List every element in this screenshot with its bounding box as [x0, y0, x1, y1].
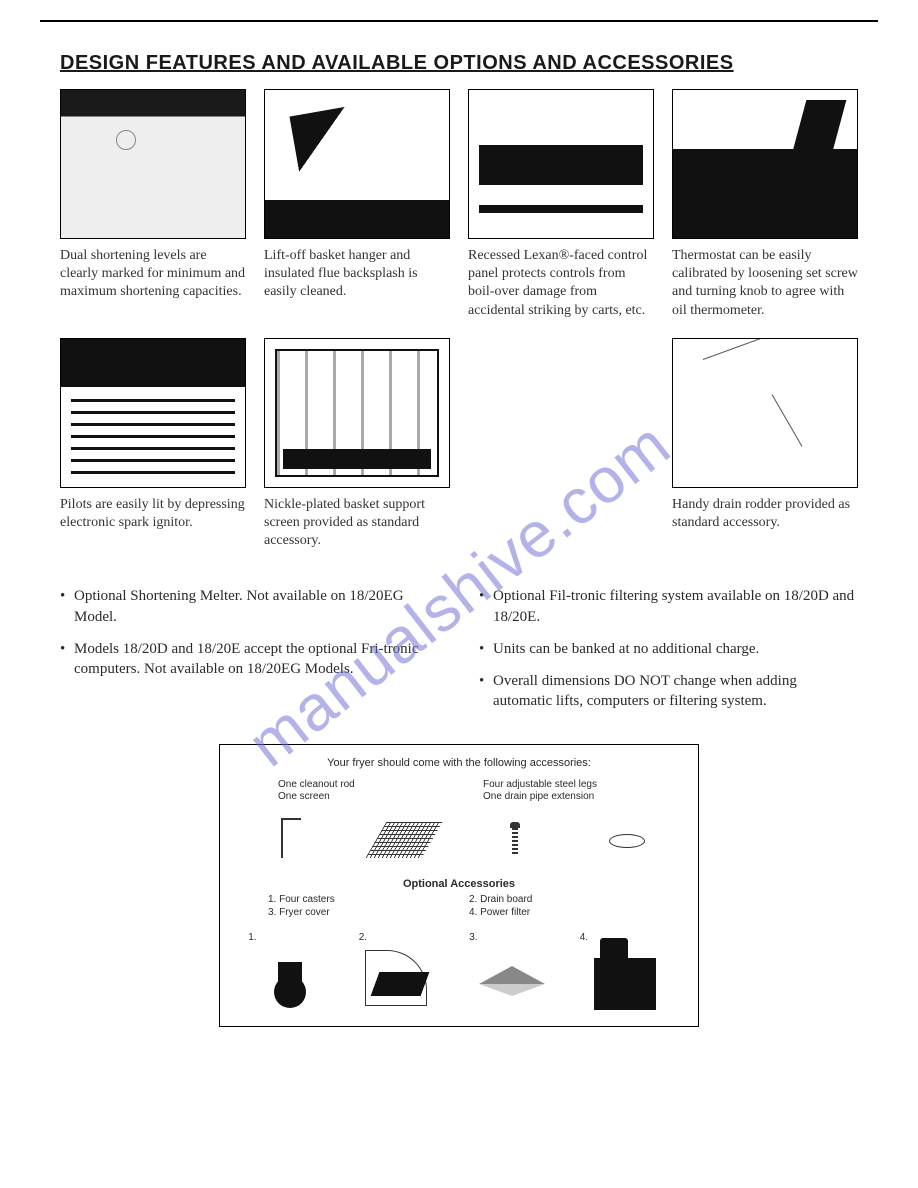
cleanout-rod-icon: [263, 816, 323, 864]
feature-card: Recessed Lexan®-faced control panel prot…: [468, 89, 654, 320]
feature-image: [672, 89, 858, 239]
feature-caption: Nickle-plated basket support screen prov…: [264, 496, 450, 551]
accessories-box: Your fryer should come with the followin…: [219, 744, 699, 1027]
features-grid: Dual shortening levels are clearly marke…: [60, 89, 858, 550]
acc-standard-icons: [238, 812, 680, 868]
steel-leg-icon: [484, 816, 544, 864]
feature-image: [264, 89, 450, 239]
power-filter-icon: 4.: [580, 932, 670, 1012]
fryer-cover-icon: 3.: [469, 932, 559, 1012]
optional-accessories-list: 1. Four casters 2. Drain board 3. Fryer co…: [238, 894, 680, 918]
feature-card: Lift-off basket hanger and insulated flu…: [264, 89, 450, 320]
accessories-heading: Your fryer should come with the followin…: [238, 757, 680, 769]
screen-icon: [374, 816, 434, 864]
accessories-labels: One cleanout rodOne screen Four adjustab…: [238, 779, 680, 804]
feature-card: Handy drain rodder provided as standard …: [672, 338, 858, 551]
feature-card: Dual shortening levels are clearly marke…: [60, 89, 246, 320]
feature-card: Nickle-plated basket support screen prov…: [264, 338, 450, 551]
feature-image: [60, 338, 246, 488]
feature-image: [60, 89, 246, 239]
acc-label-right: Four adjustable steel legsOne drain pipe…: [483, 779, 680, 804]
feature-caption: Pilots are easily lit by depressing elec…: [60, 496, 246, 532]
bullets-left: Optional Shortening Melter. Not availabl…: [60, 586, 439, 723]
opt-num-2: 2.: [359, 932, 367, 943]
feature-caption: Dual shortening levels are clearly marke…: [60, 247, 246, 302]
feature-image: [468, 89, 654, 239]
top-rule: [40, 20, 878, 22]
bullet-item: Models 18/20D and 18/20E accept the opti…: [60, 639, 439, 680]
bullets-right: Optional Fil-tronic filtering system ava…: [479, 586, 858, 723]
feature-image: [672, 338, 858, 488]
bullet-item: Optional Shortening Melter. Not availabl…: [60, 586, 439, 627]
feature-card: Pilots are easily lit by depressing elec…: [60, 338, 246, 551]
optional-item: 2. Drain board: [469, 894, 650, 905]
bullet-columns: Optional Shortening Melter. Not availabl…: [60, 586, 858, 723]
optional-item: 3. Fryer cover: [268, 907, 449, 918]
opt-num-1: 1.: [248, 932, 256, 943]
acc-label-left: One cleanout rodOne screen: [238, 779, 475, 804]
optional-accessories-icons: 1. 2. 3. 4.: [238, 924, 680, 1012]
page-title: DESIGN FEATURES AND AVAILABLE OPTIONS AN…: [60, 52, 858, 75]
bullet-item: Overall dimensions DO NOT change when ad…: [479, 671, 858, 712]
feature-image: [264, 338, 450, 488]
opt-num-3: 3.: [469, 932, 477, 943]
optional-item: 4. Power filter: [469, 907, 650, 918]
feature-caption: Lift-off basket hanger and insulated flu…: [264, 247, 450, 302]
optional-accessories-title: Optional Accessories: [238, 878, 680, 890]
feature-caption: Recessed Lexan®-faced control panel prot…: [468, 247, 654, 320]
feature-caption: Handy drain rodder provided as standard …: [672, 496, 858, 532]
drain-pipe-icon: [595, 816, 655, 864]
feature-card: Thermostat can be easily calibrated by l…: [672, 89, 858, 320]
feature-caption: Thermostat can be easily calibrated by l…: [672, 247, 858, 320]
bullet-item: Units can be banked at no additional cha…: [479, 639, 858, 659]
caster-icon: 1.: [248, 932, 338, 1012]
optional-item: 1. Four casters: [268, 894, 449, 905]
bullet-item: Optional Fil-tronic filtering system ava…: [479, 586, 858, 627]
opt-num-4: 4.: [580, 932, 588, 943]
drain-board-icon: 2.: [359, 932, 449, 1012]
